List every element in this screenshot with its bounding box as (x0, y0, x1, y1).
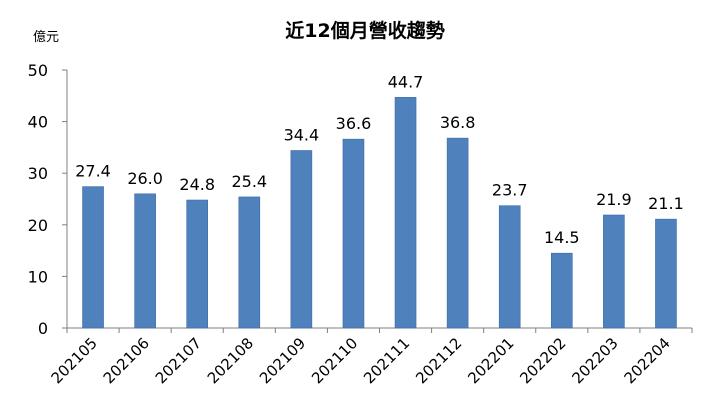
data-label: 36.6 (336, 114, 372, 133)
x-tick-label: 202204 (621, 334, 674, 387)
bar (238, 196, 261, 329)
data-label: 25.4 (231, 172, 267, 191)
bar (550, 252, 573, 329)
x-tick-label: 202106 (100, 334, 153, 387)
data-label: 21.1 (648, 194, 684, 213)
bar (655, 218, 677, 329)
bar (394, 97, 417, 329)
data-label: 27.4 (75, 162, 111, 181)
bar (446, 137, 469, 329)
data-label: 14.5 (544, 228, 580, 247)
x-tick-label: 202201 (464, 334, 517, 387)
x-tick-label: 202202 (516, 334, 569, 387)
bar (603, 214, 625, 329)
bar (290, 150, 313, 329)
x-tick-label: 202203 (568, 334, 621, 387)
data-label: 26.0 (127, 169, 163, 188)
x-tick-label: 202105 (48, 334, 101, 387)
y-axis-unit: 億元 (33, 29, 59, 45)
x-tick-label: 202107 (152, 334, 205, 387)
x-tick-label: 202111 (360, 334, 413, 387)
y-tick-label: 30 (28, 164, 48, 183)
data-label: 24.8 (179, 175, 215, 194)
x-tick-label: 202112 (412, 334, 465, 387)
y-tick-label: 40 (28, 113, 48, 132)
bar (186, 199, 209, 329)
bar (134, 193, 156, 329)
y-tick-label: 0 (38, 319, 48, 338)
chart-title: 近12個月營收趨勢 (285, 19, 444, 42)
x-tick-label: 202110 (308, 334, 361, 387)
x-tick-label: 202108 (204, 334, 257, 387)
bar (82, 186, 104, 329)
data-label: 44.7 (388, 72, 424, 91)
bar (342, 138, 365, 329)
bar (498, 205, 521, 329)
data-label: 36.8 (440, 113, 476, 132)
x-tick-label: 202109 (256, 334, 309, 387)
plot-area: 0 10 20 30 40 50 27.4 202105 26.0 202106 24.8 20210… (28, 61, 693, 387)
y-tick-label: 10 (28, 267, 48, 286)
data-label: 21.9 (596, 190, 632, 209)
data-label: 23.7 (492, 181, 528, 200)
y-tick-label: 50 (28, 61, 48, 80)
y-tick-label: 20 (28, 216, 48, 235)
data-label: 34.4 (284, 125, 320, 144)
